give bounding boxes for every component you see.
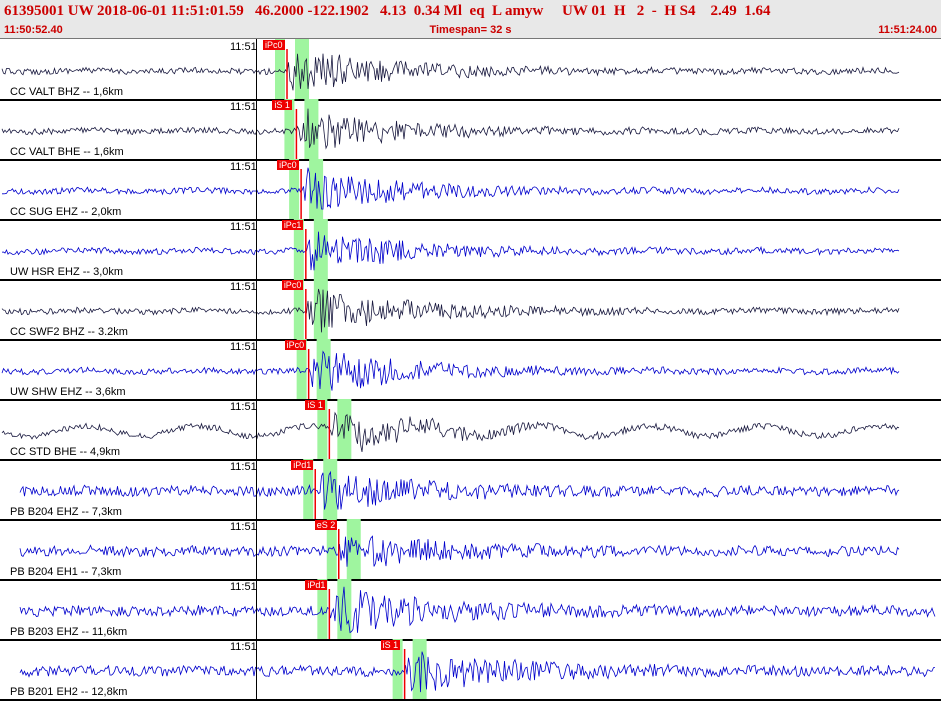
waveform-trace bbox=[19, 470, 900, 510]
pick-flag[interactable]: iPc1 bbox=[281, 220, 304, 230]
minute-tick bbox=[256, 459, 257, 519]
trace-canvas bbox=[1, 279, 900, 339]
trace-canvas bbox=[19, 639, 935, 699]
minute-tick bbox=[256, 279, 257, 339]
pick-flag[interactable]: eS 2 bbox=[314, 520, 338, 530]
waveform-trace bbox=[1, 350, 900, 391]
trace-canvas bbox=[1, 39, 900, 99]
channel-label: PB B204 EHZ -- 7,3km bbox=[10, 506, 122, 518]
pick-flag[interactable]: iPd1 bbox=[305, 580, 328, 590]
minute-tick bbox=[256, 39, 257, 99]
channel-label: UW SHW EHZ -- 3,6km bbox=[10, 386, 126, 398]
minute-tick bbox=[256, 219, 257, 279]
channel-label: CC SWF2 BHZ -- 3.2km bbox=[10, 326, 128, 338]
trace-canvas bbox=[1, 399, 900, 459]
pick-flag[interactable]: iPd1 bbox=[291, 460, 314, 470]
pick-flag[interactable]: iS 1 bbox=[380, 640, 401, 650]
minute-tick bbox=[256, 579, 257, 639]
trace-panel[interactable]: 11:51 iPd1 PB B204 EHZ -- 7,3km bbox=[0, 459, 941, 521]
channel-label: CC VALT BHE -- 1,6km bbox=[10, 146, 124, 158]
time-tick-label: 11:51 bbox=[230, 221, 257, 233]
pick-window bbox=[317, 399, 328, 459]
waveform-trace bbox=[1, 411, 900, 452]
end-time: 11:51:24.00 bbox=[878, 24, 937, 36]
trace-panel[interactable]: 11:51 iS 1 CC STD BHE -- 4,9km bbox=[0, 399, 941, 461]
pick-window bbox=[304, 99, 319, 159]
minute-tick bbox=[256, 399, 257, 459]
time-tick-label: 11:51 bbox=[230, 101, 257, 113]
trace-canvas bbox=[19, 459, 900, 519]
trace-panel[interactable]: 11:51 eS 2 PB B204 EH1 -- 7,3km bbox=[0, 519, 941, 581]
pick-window bbox=[275, 39, 286, 99]
pick-flag[interactable]: iPc0 bbox=[277, 160, 299, 170]
waveform-trace bbox=[19, 651, 935, 693]
channel-label: CC SUG EHZ -- 2,0km bbox=[10, 206, 122, 218]
waveform-trace bbox=[1, 288, 900, 333]
channel-label: UW HSR EHZ -- 3,0km bbox=[10, 266, 124, 278]
pick-flag[interactable]: iPc0 bbox=[281, 280, 304, 290]
pick-window bbox=[313, 219, 328, 279]
channel-label: PB B204 EH1 -- 7,3km bbox=[10, 566, 122, 578]
pick-window bbox=[284, 99, 295, 159]
minute-tick bbox=[256, 339, 257, 399]
pick-window bbox=[323, 459, 338, 519]
trace-canvas bbox=[19, 579, 936, 639]
event-header: 61395001 UW 2018-06-01 11:51:01.59 46.20… bbox=[0, 0, 941, 39]
trace-canvas bbox=[2, 159, 900, 219]
trace-panel[interactable]: 11:51 iPd1 PB B203 EHZ -- 11,6km bbox=[0, 579, 941, 641]
waveform-trace bbox=[2, 167, 900, 210]
pick-window bbox=[317, 579, 328, 639]
trace-panel[interactable]: 11:51 iPc0 UW SHW EHZ -- 3,6km bbox=[0, 339, 941, 401]
pick-window bbox=[346, 519, 361, 579]
time-tick-label: 11:51 bbox=[230, 461, 257, 473]
pick-window bbox=[296, 339, 307, 399]
pick-flag[interactable]: iPc0 bbox=[284, 340, 307, 350]
time-tick-label: 11:51 bbox=[230, 41, 257, 53]
trace-canvas bbox=[1, 99, 900, 159]
channel-label: PB B203 EHZ -- 11,6km bbox=[10, 626, 128, 638]
waveform-trace bbox=[1, 231, 900, 271]
trace-panel[interactable]: 11:51 iPc0 CC SWF2 BHZ -- 3.2km bbox=[0, 279, 941, 341]
time-tick-label: 11:51 bbox=[230, 641, 257, 653]
pick-window bbox=[289, 159, 300, 219]
time-tick-label: 11:51 bbox=[230, 161, 257, 173]
time-tick-label: 11:51 bbox=[230, 521, 257, 533]
trace-canvas bbox=[1, 339, 900, 399]
time-tick-label: 11:51 bbox=[230, 581, 257, 593]
minute-tick bbox=[256, 639, 257, 699]
trace-panel[interactable]: 11:51 iPc1 UW HSR EHZ -- 3,0km bbox=[0, 219, 941, 281]
trace-canvas bbox=[19, 519, 900, 579]
timespan-label: Timespan= 32 s bbox=[429, 24, 512, 36]
waveform-trace bbox=[1, 108, 900, 150]
pick-window bbox=[392, 639, 403, 699]
time-tick-label: 11:51 bbox=[230, 281, 257, 293]
waveform-trace bbox=[1, 53, 900, 91]
channel-label: CC STD BHE -- 4,9km bbox=[10, 446, 121, 458]
channel-label: CC VALT BHZ -- 1,6km bbox=[10, 86, 124, 98]
trace-panel[interactable]: 11:51 iPc0 CC VALT BHZ -- 1,6km bbox=[0, 39, 941, 101]
pick-flag[interactable]: iS 1 bbox=[305, 400, 325, 410]
start-time: 11:50:52.40 bbox=[4, 24, 63, 36]
minute-tick bbox=[256, 99, 257, 159]
minute-tick bbox=[256, 159, 257, 219]
time-tick-label: 11:51 bbox=[230, 401, 257, 413]
waveform-trace bbox=[19, 586, 936, 634]
trace-canvas bbox=[1, 219, 900, 279]
channel-label: PB B201 EH2 -- 12,8km bbox=[10, 686, 128, 698]
trace-panel[interactable]: 11:51 iPc0 CC SUG EHZ -- 2,0km bbox=[0, 159, 941, 221]
pick-window bbox=[293, 219, 304, 279]
time-tick-label: 11:51 bbox=[230, 341, 257, 353]
minute-tick bbox=[256, 519, 257, 579]
pick-window bbox=[337, 579, 352, 639]
trace-panel[interactable]: 11:51 iS 1 CC VALT BHE -- 1,6km bbox=[0, 99, 941, 161]
waveform-trace bbox=[19, 535, 900, 567]
trace-panel[interactable]: 11:51 iS 1 PB B201 EH2 -- 12,8km bbox=[0, 639, 941, 701]
trace-panels: 11:51 iPc0 CC VALT BHZ -- 1,6km 11:51 iS 1 CC… bbox=[0, 39, 941, 701]
event-title: 61395001 UW 2018-06-01 11:51:01.59 46.20… bbox=[4, 3, 771, 19]
pick-flag[interactable]: iS 1 bbox=[272, 100, 292, 110]
pick-flag[interactable]: iPc0 bbox=[263, 40, 285, 50]
